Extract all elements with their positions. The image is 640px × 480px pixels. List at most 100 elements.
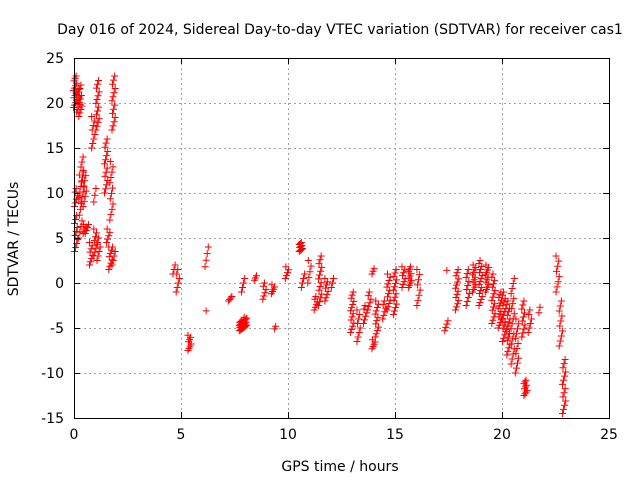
data-point bbox=[72, 228, 80, 235]
data-point bbox=[515, 320, 523, 328]
data-point bbox=[76, 228, 84, 236]
data-point bbox=[110, 89, 118, 97]
data-point bbox=[512, 349, 520, 357]
data-point bbox=[103, 225, 111, 233]
data-point bbox=[392, 279, 400, 287]
data-point bbox=[81, 177, 89, 185]
data-point bbox=[514, 340, 522, 348]
data-point bbox=[106, 249, 114, 257]
data-point bbox=[361, 316, 369, 324]
data-point bbox=[93, 257, 101, 264]
grid-lines bbox=[74, 58, 609, 418]
data-point bbox=[111, 84, 119, 92]
data-point bbox=[79, 167, 87, 174]
data-point bbox=[499, 301, 507, 309]
data-point bbox=[462, 274, 470, 281]
data-point bbox=[360, 305, 368, 313]
data-point bbox=[71, 232, 79, 239]
data-point bbox=[527, 315, 535, 323]
data-point bbox=[398, 272, 406, 280]
data-point bbox=[317, 279, 325, 287]
data-point bbox=[499, 314, 507, 322]
data-point bbox=[304, 279, 312, 287]
data-point bbox=[361, 302, 369, 309]
data-point bbox=[353, 306, 361, 314]
data-point bbox=[108, 261, 116, 269]
data-point bbox=[347, 294, 355, 302]
data-point bbox=[108, 97, 116, 105]
data-point bbox=[104, 235, 112, 243]
data-point bbox=[555, 307, 563, 315]
data-point bbox=[305, 273, 313, 281]
data-point bbox=[555, 257, 563, 265]
data-point bbox=[241, 275, 249, 282]
data-point bbox=[464, 266, 472, 273]
data-point bbox=[110, 105, 118, 113]
data-point bbox=[93, 96, 101, 104]
data-point bbox=[451, 306, 459, 314]
data-point bbox=[349, 288, 357, 296]
data-point bbox=[353, 338, 361, 345]
data-point bbox=[92, 111, 100, 119]
data-point bbox=[91, 191, 99, 199]
data-point bbox=[90, 225, 98, 233]
data-point bbox=[296, 240, 304, 247]
data-point bbox=[94, 107, 102, 115]
data-point bbox=[384, 293, 392, 301]
data-point bbox=[519, 313, 527, 321]
data-point bbox=[174, 266, 182, 273]
data-point bbox=[91, 248, 99, 256]
data-point bbox=[488, 320, 496, 327]
data-point bbox=[109, 243, 117, 251]
data-point bbox=[475, 281, 483, 288]
data-point bbox=[509, 280, 517, 288]
data-point bbox=[556, 322, 564, 330]
data-point bbox=[354, 320, 362, 327]
data-point bbox=[399, 281, 407, 289]
data-point bbox=[72, 199, 80, 207]
data-point bbox=[520, 325, 528, 333]
data-point bbox=[414, 296, 422, 304]
data-point bbox=[355, 329, 363, 336]
data-point bbox=[86, 239, 94, 246]
data-point bbox=[77, 178, 85, 186]
data-point bbox=[81, 192, 89, 200]
data-point bbox=[400, 269, 408, 277]
data-point bbox=[511, 369, 519, 377]
data-point bbox=[489, 270, 497, 278]
data-point bbox=[307, 262, 315, 270]
data-point bbox=[252, 272, 260, 280]
data-point bbox=[315, 286, 323, 294]
data-point bbox=[79, 203, 87, 210]
data-point bbox=[322, 294, 330, 302]
data-point bbox=[106, 216, 114, 224]
data-point bbox=[476, 290, 484, 297]
data-point bbox=[489, 316, 497, 324]
tick-labels: 0 5 10 15 20 25 -15 -10 -5 0 5 10 15 20 25 bbox=[41, 51, 618, 443]
data-point bbox=[82, 172, 90, 180]
data-point bbox=[371, 333, 379, 341]
data-point bbox=[75, 99, 83, 106]
data-point bbox=[557, 297, 565, 305]
data-point bbox=[512, 315, 520, 323]
data-point bbox=[87, 258, 95, 266]
data-point bbox=[83, 224, 91, 231]
data-point bbox=[272, 322, 280, 330]
x-tick-label: 25 bbox=[600, 427, 618, 443]
data-point bbox=[503, 337, 511, 345]
data-point bbox=[107, 211, 115, 219]
data-point bbox=[348, 313, 356, 321]
data-point bbox=[202, 307, 210, 315]
data-point bbox=[476, 299, 484, 306]
x-tick-label: 10 bbox=[279, 427, 297, 443]
data-point bbox=[452, 294, 460, 302]
data-point bbox=[488, 283, 496, 291]
data-point bbox=[441, 327, 449, 335]
data-point bbox=[504, 347, 512, 355]
data-point bbox=[367, 295, 375, 303]
data-point bbox=[77, 198, 85, 206]
y-tick-label: -5 bbox=[50, 321, 64, 337]
data-point bbox=[560, 405, 568, 413]
data-point bbox=[518, 333, 526, 341]
